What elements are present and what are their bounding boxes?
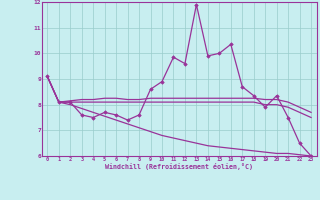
X-axis label: Windchill (Refroidissement éolien,°C): Windchill (Refroidissement éolien,°C)	[105, 163, 253, 170]
